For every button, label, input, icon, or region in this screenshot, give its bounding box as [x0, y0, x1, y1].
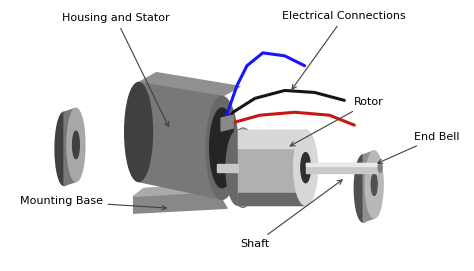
Polygon shape	[217, 164, 238, 172]
Ellipse shape	[210, 109, 234, 186]
Polygon shape	[134, 191, 227, 213]
Ellipse shape	[226, 130, 250, 205]
Ellipse shape	[354, 155, 372, 222]
Ellipse shape	[301, 153, 310, 183]
Ellipse shape	[365, 151, 383, 218]
Ellipse shape	[229, 128, 257, 207]
Ellipse shape	[73, 131, 79, 159]
Polygon shape	[138, 73, 240, 96]
Ellipse shape	[67, 108, 85, 182]
Ellipse shape	[294, 130, 318, 205]
Text: Shaft: Shaft	[240, 180, 342, 249]
Ellipse shape	[209, 104, 236, 192]
Text: Mounting Base: Mounting Base	[19, 196, 166, 210]
Polygon shape	[64, 108, 76, 185]
Text: Electrical Connections: Electrical Connections	[283, 11, 406, 89]
Polygon shape	[221, 115, 233, 131]
Polygon shape	[363, 151, 374, 222]
Polygon shape	[238, 130, 306, 205]
Polygon shape	[238, 193, 306, 205]
Ellipse shape	[230, 129, 256, 206]
Ellipse shape	[206, 96, 238, 199]
Polygon shape	[138, 83, 222, 199]
Text: Rotor: Rotor	[290, 97, 384, 146]
Text: End Bell: End Bell	[378, 132, 459, 163]
Polygon shape	[306, 163, 380, 166]
Ellipse shape	[210, 108, 235, 188]
Ellipse shape	[378, 163, 382, 173]
Ellipse shape	[55, 112, 73, 185]
Polygon shape	[306, 163, 380, 173]
Polygon shape	[238, 130, 306, 148]
Ellipse shape	[371, 173, 377, 195]
Text: Housing and Stator: Housing and Stator	[62, 13, 170, 127]
Ellipse shape	[125, 83, 153, 182]
Polygon shape	[134, 183, 227, 196]
